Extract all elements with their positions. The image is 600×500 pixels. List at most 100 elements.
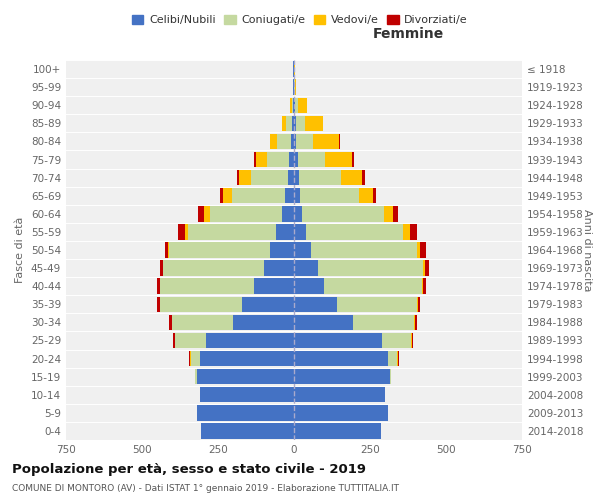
Bar [415,314,417,330]
Bar [295,80,296,95]
Bar [169,314,172,330]
Bar [295,98,298,113]
Bar [294,260,319,276]
Bar [359,188,373,204]
Y-axis label: Fasce di età: Fasce di età [16,217,25,283]
Bar [420,242,426,258]
Bar [276,224,294,240]
Bar [417,242,420,258]
Bar [313,134,339,149]
Bar [239,170,251,186]
Bar [256,152,266,167]
Bar [294,98,295,113]
Bar [353,314,414,330]
Bar [290,98,292,113]
Bar [263,260,294,276]
Bar [237,170,239,186]
Bar [168,242,169,258]
Bar [302,206,383,222]
Legend: Celibi/Nubili, Coniugati/e, Vedovi/e, Divorziati/e: Celibi/Nubili, Coniugati/e, Vedovi/e, Di… [128,10,472,30]
Bar [294,188,300,204]
Bar [393,206,398,222]
Bar [293,62,294,76]
Text: COMUNE DI MONTORO (AV) - Dati ISTAT 1° gennaio 2019 - Elaborazione TUTTITALIA.IT: COMUNE DI MONTORO (AV) - Dati ISTAT 1° g… [12,484,399,493]
Bar [185,224,188,240]
Bar [251,170,288,186]
Bar [157,296,160,312]
Bar [337,296,417,312]
Bar [163,260,263,276]
Bar [178,224,185,240]
Bar [165,242,168,258]
Y-axis label: Anni di nascita: Anni di nascita [582,209,592,291]
Bar [254,278,294,294]
Bar [293,98,294,113]
Bar [282,116,286,131]
Bar [206,333,294,348]
Bar [294,351,388,366]
Bar [294,206,302,222]
Bar [410,224,417,240]
Bar [198,206,205,222]
Bar [242,296,294,312]
Bar [305,116,323,131]
Bar [403,224,410,240]
Bar [294,314,353,330]
Bar [285,188,294,204]
Bar [191,351,200,366]
Bar [311,242,417,258]
Bar [294,134,296,149]
Bar [200,351,294,366]
Bar [319,260,423,276]
Bar [412,333,413,348]
Bar [417,296,418,312]
Bar [197,405,294,420]
Bar [195,369,197,384]
Bar [298,98,307,113]
Bar [411,333,412,348]
Bar [414,314,415,330]
Bar [294,278,325,294]
Bar [289,152,294,167]
Bar [300,188,359,204]
Text: Femmine: Femmine [373,27,443,41]
Bar [294,424,380,438]
Text: Popolazione per età, sesso e stato civile - 2019: Popolazione per età, sesso e stato civil… [12,462,366,475]
Bar [388,351,397,366]
Bar [157,278,160,294]
Bar [390,369,391,384]
Bar [294,387,385,402]
Bar [294,152,298,167]
Bar [341,170,362,186]
Bar [288,170,294,186]
Bar [169,242,269,258]
Bar [294,369,390,384]
Bar [383,206,393,222]
Bar [160,296,242,312]
Bar [362,170,365,186]
Bar [325,152,352,167]
Bar [294,333,382,348]
Bar [172,314,233,330]
Bar [373,188,376,204]
Bar [233,314,294,330]
Bar [220,188,223,204]
Bar [269,242,294,258]
Bar [175,333,206,348]
Bar [293,80,294,95]
Bar [294,296,337,312]
Bar [205,206,211,222]
Bar [211,206,282,222]
Bar [291,134,294,149]
Bar [292,98,293,113]
Bar [306,224,403,240]
Bar [190,351,191,366]
Bar [294,116,296,131]
Bar [339,134,340,149]
Bar [223,188,232,204]
Bar [294,224,306,240]
Bar [197,369,294,384]
Bar [299,170,341,186]
Bar [418,296,421,312]
Bar [232,188,285,204]
